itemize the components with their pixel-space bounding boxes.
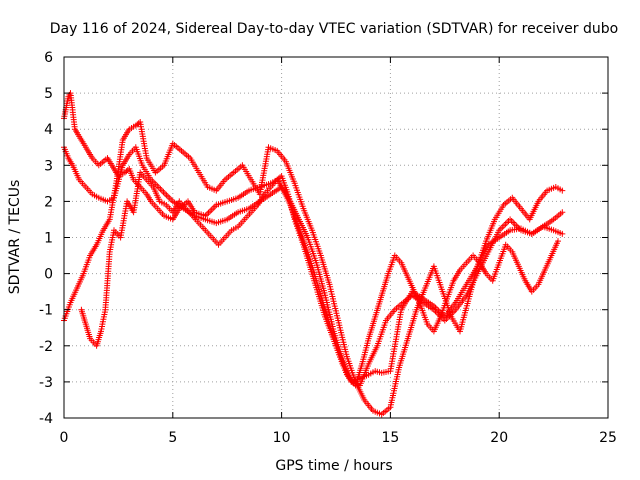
y-tick-label: 2: [44, 194, 53, 210]
x-axis-label: GPS time / hours: [275, 458, 392, 474]
y-tick-label: -3: [39, 375, 53, 391]
y-tick-label: -2: [39, 339, 53, 355]
y-tick-label: 0: [44, 267, 53, 283]
grid: [64, 57, 608, 418]
x-tick-label: 20: [490, 430, 508, 446]
chart-title: Day 116 of 2024, Sidereal Day-to-day VTE…: [50, 21, 618, 37]
y-tick-labels: -4 -3 -2 -1 0 1 2 3 4 5 6: [39, 50, 53, 427]
data-point: [559, 187, 566, 194]
y-tick-label: -4: [39, 411, 53, 427]
data-point: [208, 206, 215, 213]
series-trace-c: [61, 119, 566, 418]
x-tick-label: 5: [168, 430, 177, 446]
x-tick-label: 25: [599, 430, 617, 446]
x-tick-label: 10: [273, 430, 291, 446]
data-point: [166, 195, 173, 202]
series-trace-d: [78, 169, 561, 389]
y-tick-label: 1: [44, 231, 53, 247]
data-point: [555, 238, 561, 245]
data-point: [559, 230, 566, 237]
data-series: [61, 90, 566, 418]
x-tick-labels: 0 5 10 15 20 25: [60, 430, 617, 446]
x-tick-label: 15: [381, 430, 399, 446]
y-tick-label: 4: [44, 122, 53, 138]
y-tick-label: 3: [44, 158, 53, 174]
x-tick-label: 0: [60, 430, 69, 446]
y-tick-label: 5: [44, 86, 53, 102]
y-tick-label: 6: [44, 50, 53, 66]
data-point: [559, 209, 566, 216]
axis-ticks: [63, 56, 609, 419]
y-axis-label: SDTVAR / TECUs: [7, 180, 23, 295]
y-tick-label: -1: [39, 303, 53, 319]
